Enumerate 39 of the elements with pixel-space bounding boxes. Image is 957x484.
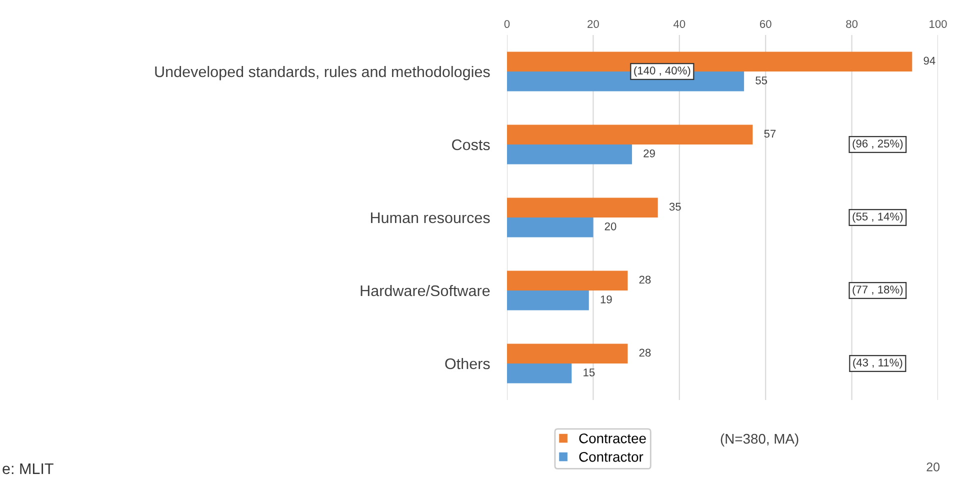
legend-label: Contractor	[579, 452, 644, 462]
y-tick-label: Others	[445, 358, 490, 370]
x-tick-label: 80	[846, 20, 858, 28]
x-tick-label: 60	[760, 20, 772, 28]
bar	[507, 290, 589, 310]
data-label: 94	[924, 56, 936, 65]
data-label: 57	[764, 130, 776, 138]
data-label: 20	[604, 222, 616, 230]
data-label: 29	[644, 149, 655, 158]
data-label: 15	[584, 368, 595, 376]
y-tick-label: Undeveloped standards, rules and methodologies	[155, 66, 490, 80]
annotation: (96 , 25%)	[852, 139, 903, 150]
annotation: (77 , 18%)	[852, 285, 903, 296]
x-tick-label: 0	[504, 20, 510, 28]
legend-label: Contractee	[579, 433, 646, 444]
data-label: 28	[639, 276, 651, 284]
bar	[507, 270, 628, 290]
text: (N=380, MA)	[720, 434, 798, 446]
data-label: 35	[669, 202, 681, 211]
bar	[507, 124, 753, 144]
text: 20	[926, 462, 940, 472]
annotation: (43 , 11%)	[853, 358, 902, 369]
bar	[507, 344, 628, 364]
bar	[507, 218, 594, 238]
data-label: 28	[639, 348, 651, 357]
data-label: 19	[600, 295, 612, 304]
bar	[507, 198, 658, 218]
data-label: 55	[756, 76, 768, 84]
x-tick-label: 40	[673, 20, 686, 28]
x-tick-label: 100	[930, 20, 947, 28]
annotation: (55 , 14%)	[852, 212, 903, 223]
annotation: (140 , 40%)	[634, 66, 690, 77]
bar	[507, 364, 572, 384]
y-tick-label: Costs	[452, 139, 490, 150]
bar	[507, 144, 632, 164]
x-tick-label: 20	[588, 20, 599, 28]
y-tick-label: Hardware/Software	[360, 284, 490, 296]
y-tick-label: Human resources	[371, 212, 490, 224]
text: e: MLIT	[2, 463, 54, 474]
